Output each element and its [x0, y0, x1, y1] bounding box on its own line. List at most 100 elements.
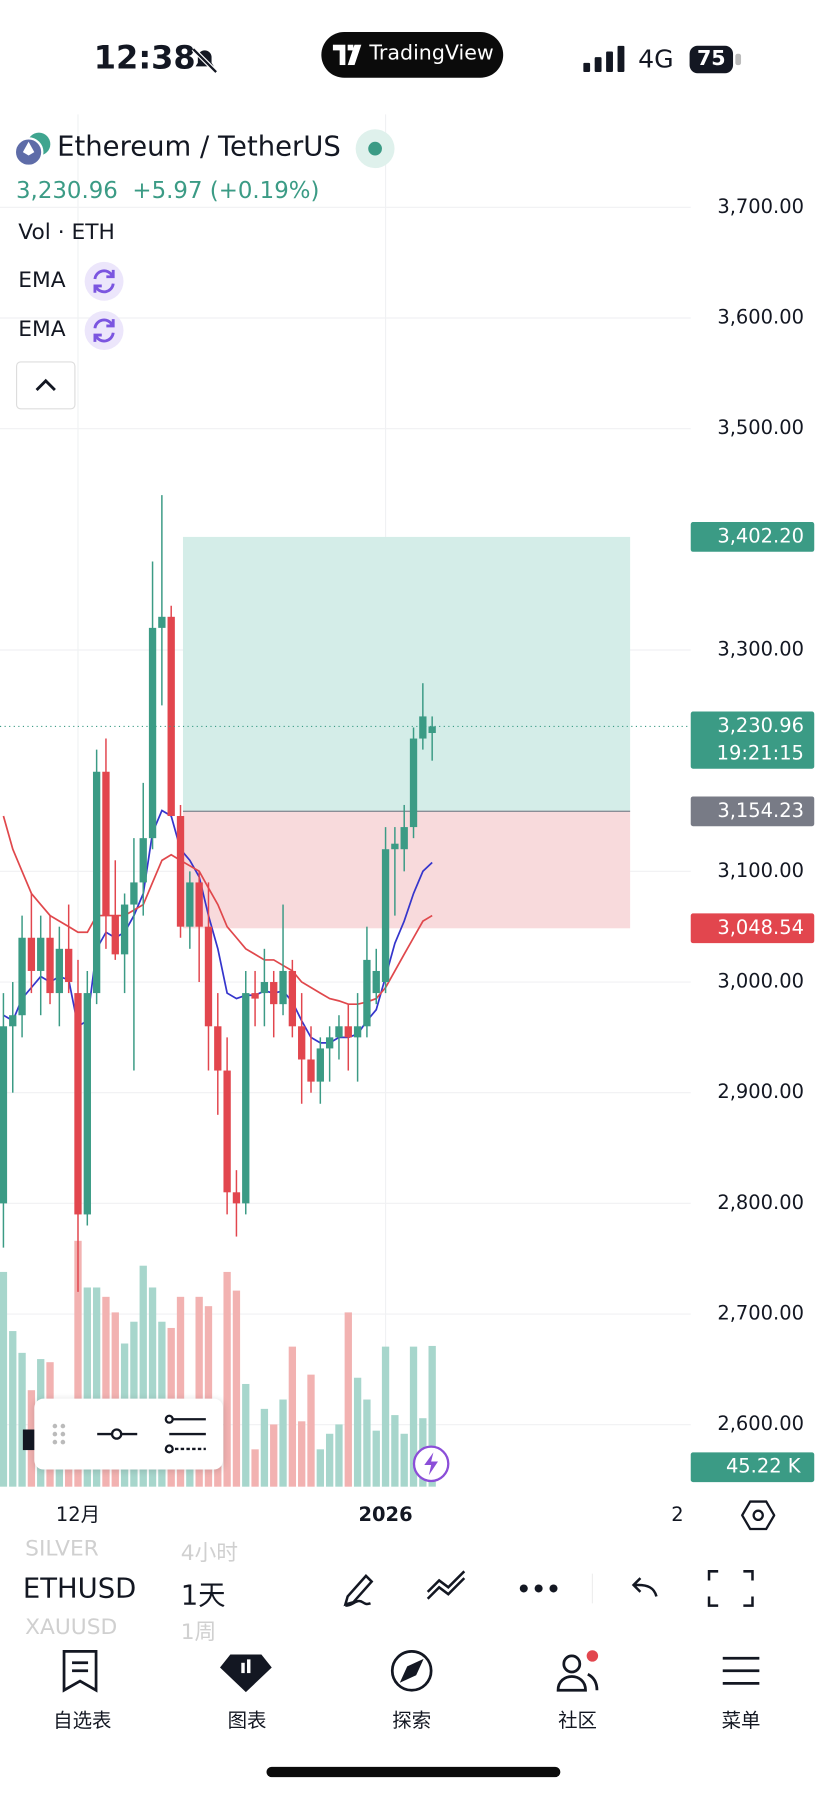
interval-option[interactable]: 1周	[180, 1619, 217, 1645]
volume-bar	[325, 1433, 334, 1487]
candle-body	[130, 882, 138, 905]
volume-bar	[260, 1408, 269, 1487]
candle-body	[335, 1026, 343, 1038]
community-icon[interactable]	[556, 1654, 599, 1692]
pair-name: Ethereum / TetherUS	[57, 130, 341, 163]
volume-bar	[335, 1424, 343, 1487]
candle-body	[158, 616, 166, 628]
volume-bar	[9, 1331, 17, 1487]
chart-icon[interactable]	[220, 1654, 272, 1693]
indicator-settings[interactable]	[84, 311, 124, 350]
candle-body	[288, 970, 297, 1027]
y-tick-label: 2,800.00	[717, 1191, 804, 1214]
more-icon[interactable]	[519, 1584, 558, 1593]
network: 4G	[638, 45, 674, 75]
volume-bar	[0, 1271, 8, 1487]
candle-body	[55, 948, 64, 994]
price-badge	[690, 711, 815, 769]
candle-body	[139, 838, 147, 883]
interval-current[interactable]: 1天	[180, 1579, 226, 1612]
symbol-option[interactable]: SILVER	[25, 1535, 99, 1562]
price-badge-time: 19:21:15	[717, 741, 804, 764]
y-tick-label: 3,100.00	[717, 859, 804, 882]
tab-label[interactable]: 自选表	[53, 1709, 112, 1733]
volume-bar	[428, 1345, 436, 1487]
indicator-settings[interactable]	[84, 261, 124, 301]
drawing-toolbar	[34, 1398, 224, 1470]
price-badge	[690, 522, 815, 552]
candle-body	[428, 726, 436, 734]
volume-bar	[195, 1296, 203, 1487]
symbol-option[interactable]: XAUUSD	[25, 1614, 118, 1640]
y-tick-label: 3,600.00	[717, 305, 804, 328]
x-tick-label: 2026	[359, 1503, 413, 1526]
volume-bar	[307, 1374, 315, 1487]
y-tick-label: 3,000.00	[717, 970, 804, 993]
volume-badge-label: 45.22 K	[726, 1455, 802, 1478]
last-price: 3,230.96	[16, 176, 118, 204]
candle-body	[186, 882, 194, 927]
lines-icon[interactable]	[426, 1570, 466, 1600]
candle-body	[344, 1026, 352, 1038]
tab-label[interactable]: 图表	[227, 1709, 267, 1733]
menu-icon[interactable]	[722, 1656, 760, 1685]
tv-logo	[332, 44, 362, 66]
collapse-button[interactable]	[16, 361, 76, 410]
candle-body	[18, 937, 26, 1016]
volume-bar	[18, 1352, 26, 1487]
app-pill: TradingView	[321, 32, 504, 78]
candle-body	[353, 1026, 362, 1038]
volume-bar	[372, 1430, 380, 1487]
picker-bg	[0, 1532, 828, 1647]
price-badge-label: 3,048.54	[717, 916, 804, 939]
y-tick-label: 2,700.00	[717, 1302, 804, 1325]
candle-body	[363, 959, 371, 1027]
candle-body	[325, 1037, 334, 1049]
price-badge-label: 3,402.20	[717, 524, 804, 547]
candle-body	[242, 993, 250, 1204]
volume-bar	[223, 1271, 231, 1487]
replay-button[interactable]	[412, 1444, 451, 1483]
tab-label[interactable]: 菜单	[721, 1709, 761, 1733]
fullscreen-icon[interactable]	[707, 1570, 754, 1607]
candle-body	[92, 771, 101, 994]
indicator: EMA	[18, 316, 66, 342]
volume-bar	[316, 1449, 324, 1487]
candle-body	[176, 816, 185, 927]
candle-body	[204, 926, 213, 1027]
chart: 3,700.00 3,600.00 3,500.00 3,300.00 3,100.00…	[0, 114, 815, 1526]
interval-option[interactable]: 4小时	[180, 1540, 238, 1566]
volume-bar	[204, 1306, 213, 1487]
volume-bar	[148, 1287, 157, 1487]
volume-bar	[391, 1415, 399, 1487]
undo-icon[interactable]	[631, 1577, 658, 1597]
status-dot	[368, 141, 382, 156]
volume-bar	[400, 1433, 408, 1487]
settings-icon[interactable]	[741, 1498, 776, 1532]
volume-bar	[102, 1296, 110, 1487]
x-tick-label: 12月	[56, 1503, 100, 1526]
tab-label[interactable]: 社区	[558, 1709, 597, 1733]
pen-icon[interactable]	[343, 1574, 374, 1607]
price-badge	[690, 913, 815, 944]
candle-body	[37, 937, 45, 971]
market-status[interactable]	[355, 129, 395, 169]
price-change: +5.97 (+0.19%)	[132, 176, 320, 204]
candle-body	[74, 993, 82, 1215]
candle-body	[409, 738, 418, 828]
volume-bar	[139, 1265, 147, 1487]
candle-body	[9, 1015, 17, 1027]
chevron-up	[35, 378, 56, 391]
watchlist-icon[interactable]	[62, 1649, 98, 1693]
explore-icon[interactable]	[390, 1649, 433, 1692]
symbol-current[interactable]: ETHUSD	[22, 1572, 137, 1605]
candle-body	[0, 1026, 8, 1204]
candle-body	[46, 937, 54, 994]
y-tick-label: 3,300.00	[717, 638, 804, 661]
volume-bar	[381, 1346, 390, 1487]
tab-label[interactable]: 探索	[392, 1709, 432, 1733]
candle-body	[195, 882, 203, 927]
price-badge-label: 3,154.23	[717, 799, 804, 822]
candle-body	[391, 843, 399, 850]
